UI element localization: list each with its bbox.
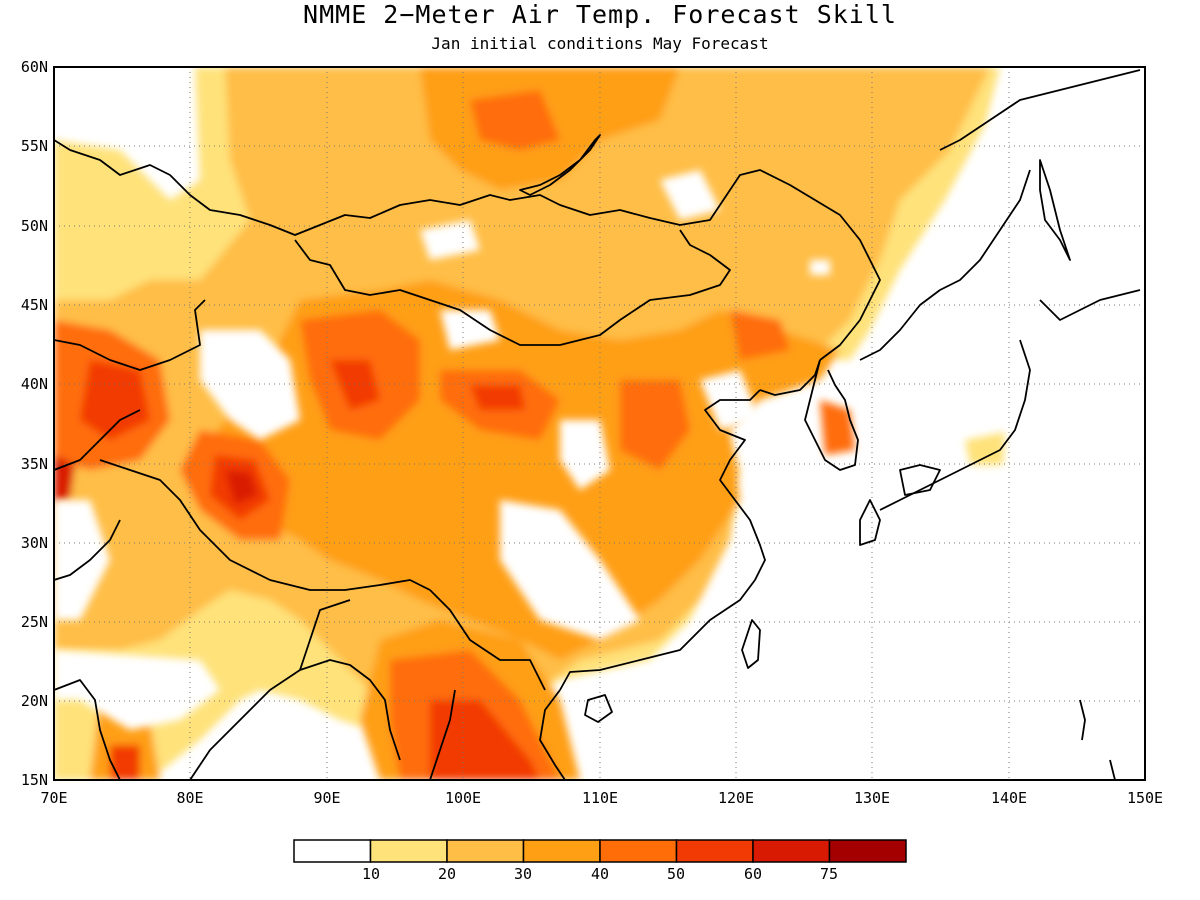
colorbar-tick-label: 10 — [361, 865, 381, 883]
chart-title: NMME 2−Meter Air Temp. Forecast Skill — [303, 0, 897, 29]
skill-region-50-60-indochina — [430, 700, 540, 780]
skill-region-40-50-east — [620, 380, 690, 470]
lon-tick-label: 90E — [313, 789, 341, 807]
colorbar-swatch — [293, 839, 372, 863]
colorbar-tick-label: 60 — [743, 865, 763, 883]
skill-region-40-50-baikal — [470, 90, 560, 150]
lon-tick-label: 110E — [581, 789, 619, 807]
skill-field — [54, 67, 1005, 780]
lon-tick-label: 70E — [40, 789, 68, 807]
colorbar-tick-label: 30 — [513, 865, 533, 883]
coastlines — [54, 69, 1141, 780]
colorbar-tick-label: 50 — [666, 865, 686, 883]
colorbar-swatch — [369, 839, 448, 863]
lon-tick-label: 140E — [990, 789, 1028, 807]
lat-tick-label: 40N — [20, 375, 48, 393]
colorbar-swatch — [828, 839, 907, 863]
skill-region-50-60-center — [330, 360, 380, 410]
colorbar-tick-label: 75 — [819, 865, 839, 883]
colorbar-tick-label: 20 — [437, 865, 457, 883]
chart-subtitle: Jan initial conditions May Forecast — [431, 34, 769, 53]
colorbar — [293, 839, 907, 863]
lat-tick-label: 30N — [20, 534, 48, 552]
map-frame — [53, 66, 1146, 781]
lat-tick-label: 45N — [20, 296, 48, 314]
lon-tick-label: 80E — [176, 789, 204, 807]
skill-region-50-60-center2 — [470, 385, 525, 410]
skill-region-60-75-tibet — [225, 470, 258, 505]
lat-tick-label: 25N — [20, 613, 48, 631]
lat-tick-label: 50N — [20, 217, 48, 235]
graticule — [54, 67, 1145, 780]
lat-tick-label: 55N — [20, 137, 48, 155]
lat-tick-label: 20N — [20, 692, 48, 710]
skill-region-40-50-korea — [820, 400, 855, 455]
lon-tick-label: 150E — [1126, 789, 1164, 807]
skill-region-10-20-japan — [965, 432, 1005, 465]
skill-region-40-50-northeast — [730, 310, 790, 360]
colorbar-swatch — [446, 839, 525, 863]
colorbar-swatch — [522, 839, 601, 863]
lat-tick-label: 15N — [20, 771, 48, 789]
lon-tick-label: 120E — [717, 789, 755, 807]
lat-tick-label: 35N — [20, 455, 48, 473]
colorbar-swatch — [752, 839, 831, 863]
lon-tick-label: 100E — [444, 789, 482, 807]
lon-tick-label: 130E — [853, 789, 891, 807]
lat-tick-label: 60N — [20, 58, 48, 76]
colorbar-swatch — [675, 839, 754, 863]
skill-region-50-60-india — [110, 745, 140, 780]
colorbar-tick-label: 40 — [590, 865, 610, 883]
colorbar-swatch — [599, 839, 678, 863]
skill-region-50-60-west — [80, 360, 150, 440]
low-skill-regions — [54, 170, 830, 730]
